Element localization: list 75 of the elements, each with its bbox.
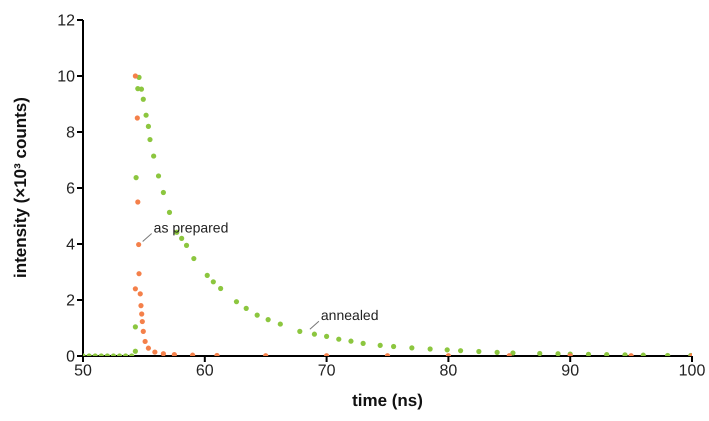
x-tick-label: 100 — [678, 362, 706, 380]
x-tick-label: 70 — [318, 362, 336, 380]
y-tick-label: 2 — [66, 292, 76, 310]
point — [244, 306, 249, 311]
point — [266, 317, 271, 322]
point — [204, 272, 210, 278]
point — [444, 347, 450, 352]
x-tick-label: 60 — [196, 362, 214, 380]
y-tick-label: 8 — [66, 124, 76, 142]
point — [409, 345, 414, 350]
point — [140, 328, 146, 334]
point — [234, 299, 240, 304]
point — [138, 291, 143, 296]
point — [160, 351, 166, 356]
point — [218, 286, 224, 292]
point — [132, 73, 138, 79]
point — [184, 242, 190, 248]
point — [147, 136, 153, 142]
point — [555, 351, 561, 356]
point — [458, 348, 464, 354]
point — [143, 112, 149, 118]
point — [134, 175, 139, 180]
point — [476, 348, 482, 354]
point — [172, 352, 177, 356]
x-tick-label: 90 — [561, 362, 580, 380]
point — [138, 303, 144, 308]
point — [132, 286, 138, 292]
point — [324, 334, 330, 339]
point — [138, 86, 144, 92]
point — [151, 153, 156, 159]
x-tick-label: 80 — [440, 362, 458, 380]
x-axis-title: time (ns) — [352, 391, 423, 410]
point — [142, 338, 148, 344]
point — [134, 115, 140, 121]
point — [586, 352, 592, 356]
point — [140, 96, 146, 102]
point — [146, 346, 152, 351]
point — [378, 342, 383, 348]
point — [278, 321, 283, 327]
point — [146, 124, 152, 129]
point — [132, 348, 138, 354]
y-tick-label: 4 — [66, 236, 76, 254]
point — [132, 324, 138, 330]
point — [390, 344, 396, 350]
y-tick-label: 6 — [66, 180, 76, 198]
point — [179, 236, 184, 241]
point — [136, 242, 142, 248]
point — [336, 336, 342, 342]
point — [139, 311, 144, 317]
point — [428, 346, 433, 352]
annotation: annealed — [320, 307, 379, 324]
point — [136, 271, 142, 276]
point — [152, 349, 158, 355]
point — [191, 256, 196, 262]
point — [156, 173, 162, 179]
point — [135, 199, 140, 205]
point — [297, 328, 302, 334]
point — [510, 350, 516, 356]
point — [140, 318, 145, 324]
y-axis-title: intensity (×10³ counts) — [11, 97, 30, 278]
point — [160, 190, 166, 196]
annotation: as prepared — [154, 220, 228, 236]
point — [254, 312, 260, 318]
point — [312, 332, 318, 337]
point — [360, 340, 366, 346]
point — [210, 279, 216, 284]
x-tick-label: 50 — [74, 362, 92, 380]
point — [348, 338, 354, 344]
y-tick-label: 0 — [66, 348, 76, 366]
y-tick-label: 12 — [57, 12, 76, 30]
point — [537, 350, 542, 356]
point — [166, 210, 172, 215]
point — [494, 350, 500, 355]
y-tick-label: 10 — [57, 68, 76, 86]
point — [604, 352, 610, 356]
